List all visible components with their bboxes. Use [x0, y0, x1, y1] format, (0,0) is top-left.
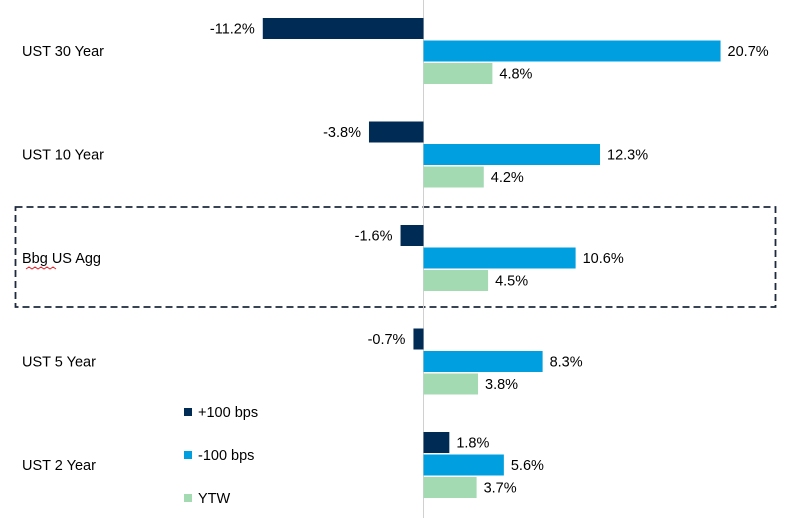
bar-100-bps-ust-30-year: [262, 18, 424, 39]
bar-100-bps-ust-5-year: [423, 351, 543, 372]
data-label-ytw-ust-2-year: 3.7%: [484, 481, 517, 497]
data-label-100-bps-bbg-us-agg: -1.6%: [355, 229, 393, 245]
bar-100-bps-ust-5-year: [413, 328, 424, 350]
legend-label-100-bps: -100 bps: [198, 448, 254, 464]
highlight-box: [14, 206, 777, 308]
bar-100-bps-ust-30-year: [423, 40, 721, 62]
data-label-ytw-ust-10-year: 4.2%: [491, 170, 524, 186]
spellcheck-underline: [25, 266, 57, 270]
data-label-ytw-bbg-us-agg: 4.5%: [495, 274, 528, 290]
legend-swatch-100-bps: [184, 408, 192, 416]
data-label-ytw-ust-30-year: 4.8%: [499, 67, 532, 83]
legend-label-ytw: YTW: [198, 491, 231, 507]
data-label-100-bps-ust-2-year: 1.8%: [456, 436, 489, 452]
bar-ytw-ust-10-year: [423, 166, 484, 188]
bar-100-bps-bbg-us-agg: [423, 247, 576, 269]
bar-ytw-ust-5-year: [423, 373, 479, 395]
bar-ytw-ust-30-year: [423, 63, 493, 84]
data-label-100-bps-ust-5-year: 8.3%: [550, 355, 583, 371]
category-label-bbg-us-agg: Bbg US Agg: [22, 251, 101, 267]
data-label-100-bps-ust-2-year: 5.6%: [511, 458, 544, 474]
category-label-ust-10-year: UST 10 Year: [22, 148, 104, 164]
legend-swatch-100-bps: [184, 451, 192, 459]
data-label-100-bps-ust-30-year: 20.7%: [728, 44, 769, 60]
data-label-100-bps-ust-5-year: -0.7%: [368, 332, 406, 348]
data-label-100-bps-ust-10-year: 12.3%: [607, 148, 648, 164]
bar-ytw-bbg-us-agg: [423, 270, 489, 291]
legend-swatch-ytw: [184, 494, 192, 502]
bar-100-bps-ust-10-year: [368, 121, 424, 143]
data-label-ytw-ust-5-year: 3.8%: [485, 377, 518, 393]
bar-100-bps-ust-2-year: [423, 454, 504, 476]
bar-ytw-ust-2-year: [423, 477, 477, 498]
category-label-ust-30-year: UST 30 Year: [22, 44, 104, 60]
category-label-ust-5-year: UST 5 Year: [22, 355, 96, 371]
bar-100-bps-bbg-us-agg: [400, 225, 424, 246]
legend-label-100-bps: +100 bps: [198, 405, 258, 421]
data-label-100-bps-ust-30-year: -11.2%: [210, 22, 255, 38]
bar-100-bps-ust-2-year: [423, 432, 450, 453]
data-label-100-bps-bbg-us-agg: 10.6%: [583, 251, 624, 267]
data-label-100-bps-ust-10-year: -3.8%: [323, 125, 361, 141]
category-label-ust-2-year: UST 2 Year: [22, 458, 96, 474]
bar-100-bps-ust-10-year: [423, 144, 601, 165]
